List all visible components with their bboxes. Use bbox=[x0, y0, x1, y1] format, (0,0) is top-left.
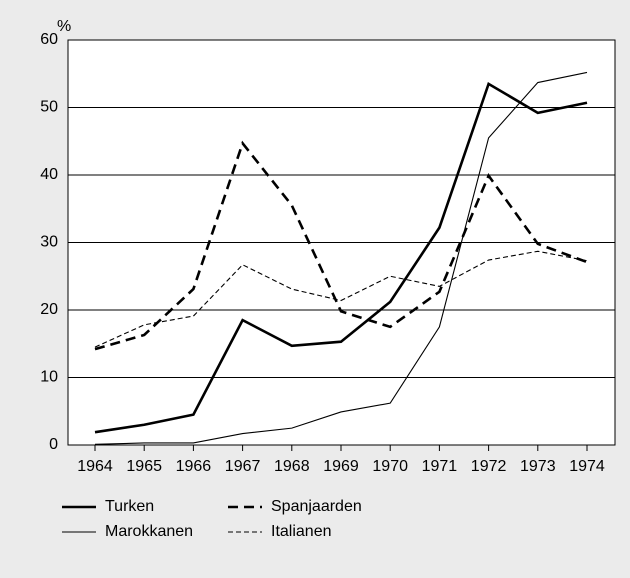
x-tick-label: 1970 bbox=[372, 458, 408, 475]
y-tick-label: 20 bbox=[40, 301, 58, 318]
x-tick-label: 1973 bbox=[520, 458, 556, 475]
series-line bbox=[94, 140, 588, 351]
y-tick-label: 40 bbox=[40, 166, 58, 183]
x-tick-label: 1968 bbox=[274, 458, 310, 475]
y-tick-label: 60 bbox=[40, 31, 58, 48]
x-tick-label: 1967 bbox=[225, 458, 261, 475]
y-tick-label: 30 bbox=[40, 234, 58, 251]
y-tick-label: 0 bbox=[49, 436, 58, 453]
x-tick-label: 1964 bbox=[77, 458, 113, 475]
y-tick-label: 50 bbox=[40, 99, 58, 116]
x-tick-label: 1974 bbox=[569, 458, 605, 475]
x-tick-label: 1969 bbox=[323, 458, 359, 475]
y-unit: % bbox=[57, 18, 71, 35]
series-line bbox=[94, 250, 588, 348]
x-tick-label: 1966 bbox=[176, 458, 212, 475]
series-line bbox=[94, 71, 588, 445]
legend-label: Spanjaarden bbox=[271, 498, 362, 515]
x-tick-label: 1971 bbox=[422, 458, 458, 475]
series-line bbox=[94, 81, 588, 434]
x-tick-label: 1972 bbox=[471, 458, 507, 475]
legend-label: Marokkanen bbox=[105, 523, 193, 540]
legend-label: Italianen bbox=[271, 523, 332, 540]
x-tick-label: 1965 bbox=[126, 458, 162, 475]
legend-label: Turken bbox=[105, 498, 154, 515]
y-tick-label: 10 bbox=[40, 369, 58, 386]
